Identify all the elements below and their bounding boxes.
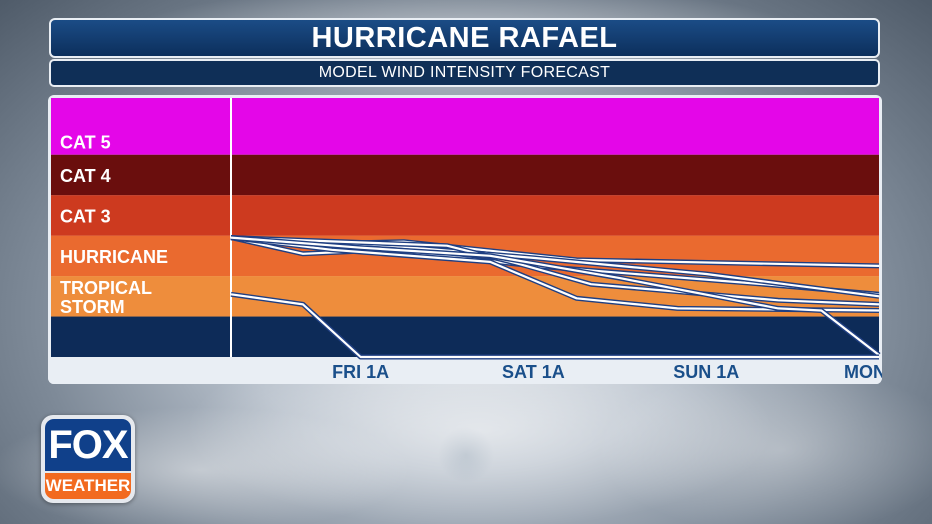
band-cat4 [51,154,879,196]
band-label-tropical-storm: TROPICAL [60,278,152,298]
logo-fox-text: FOX [45,419,131,471]
band-label-tropical-storm: STORM [60,297,125,317]
fox-weather-logo: FOX WEATHER [41,415,135,503]
model-line-4 [230,236,880,306]
band-below [51,316,879,357]
band-label-cat5: CAT 5 [60,133,111,153]
chart-title: HURRICANE RAFAEL [311,21,618,54]
title-banner: HURRICANE RAFAEL [49,18,880,58]
x-axis-strip [48,357,882,384]
model-line-7 [230,293,879,359]
band-label-cat3: CAT 3 [60,206,111,226]
chart-panel: TROPICAL STORM HURRICANE CAT 3 CAT 4 CAT 5 FRI… [48,95,882,384]
band-cat5 [51,98,879,155]
band-label-cat4: CAT 4 [60,166,111,186]
model-line-5 [230,236,880,312]
logo-weather-text: WEATHER [45,473,131,499]
chart-subtitle: MODEL WIND INTENSITY FORECAST [318,64,611,81]
band-cat3 [51,195,879,236]
x-tick-label: SAT 1A [502,362,565,382]
x-tick-label: FRI 1A [332,362,389,382]
band-label-hurricane: HURRICANE [60,247,168,267]
subtitle-banner: MODEL WIND INTENSITY FORECAST [49,59,880,87]
model-line-6 [230,236,880,356]
x-tick-label: MON 1A [844,362,882,382]
x-tick-label: SUN 1A [673,362,739,382]
